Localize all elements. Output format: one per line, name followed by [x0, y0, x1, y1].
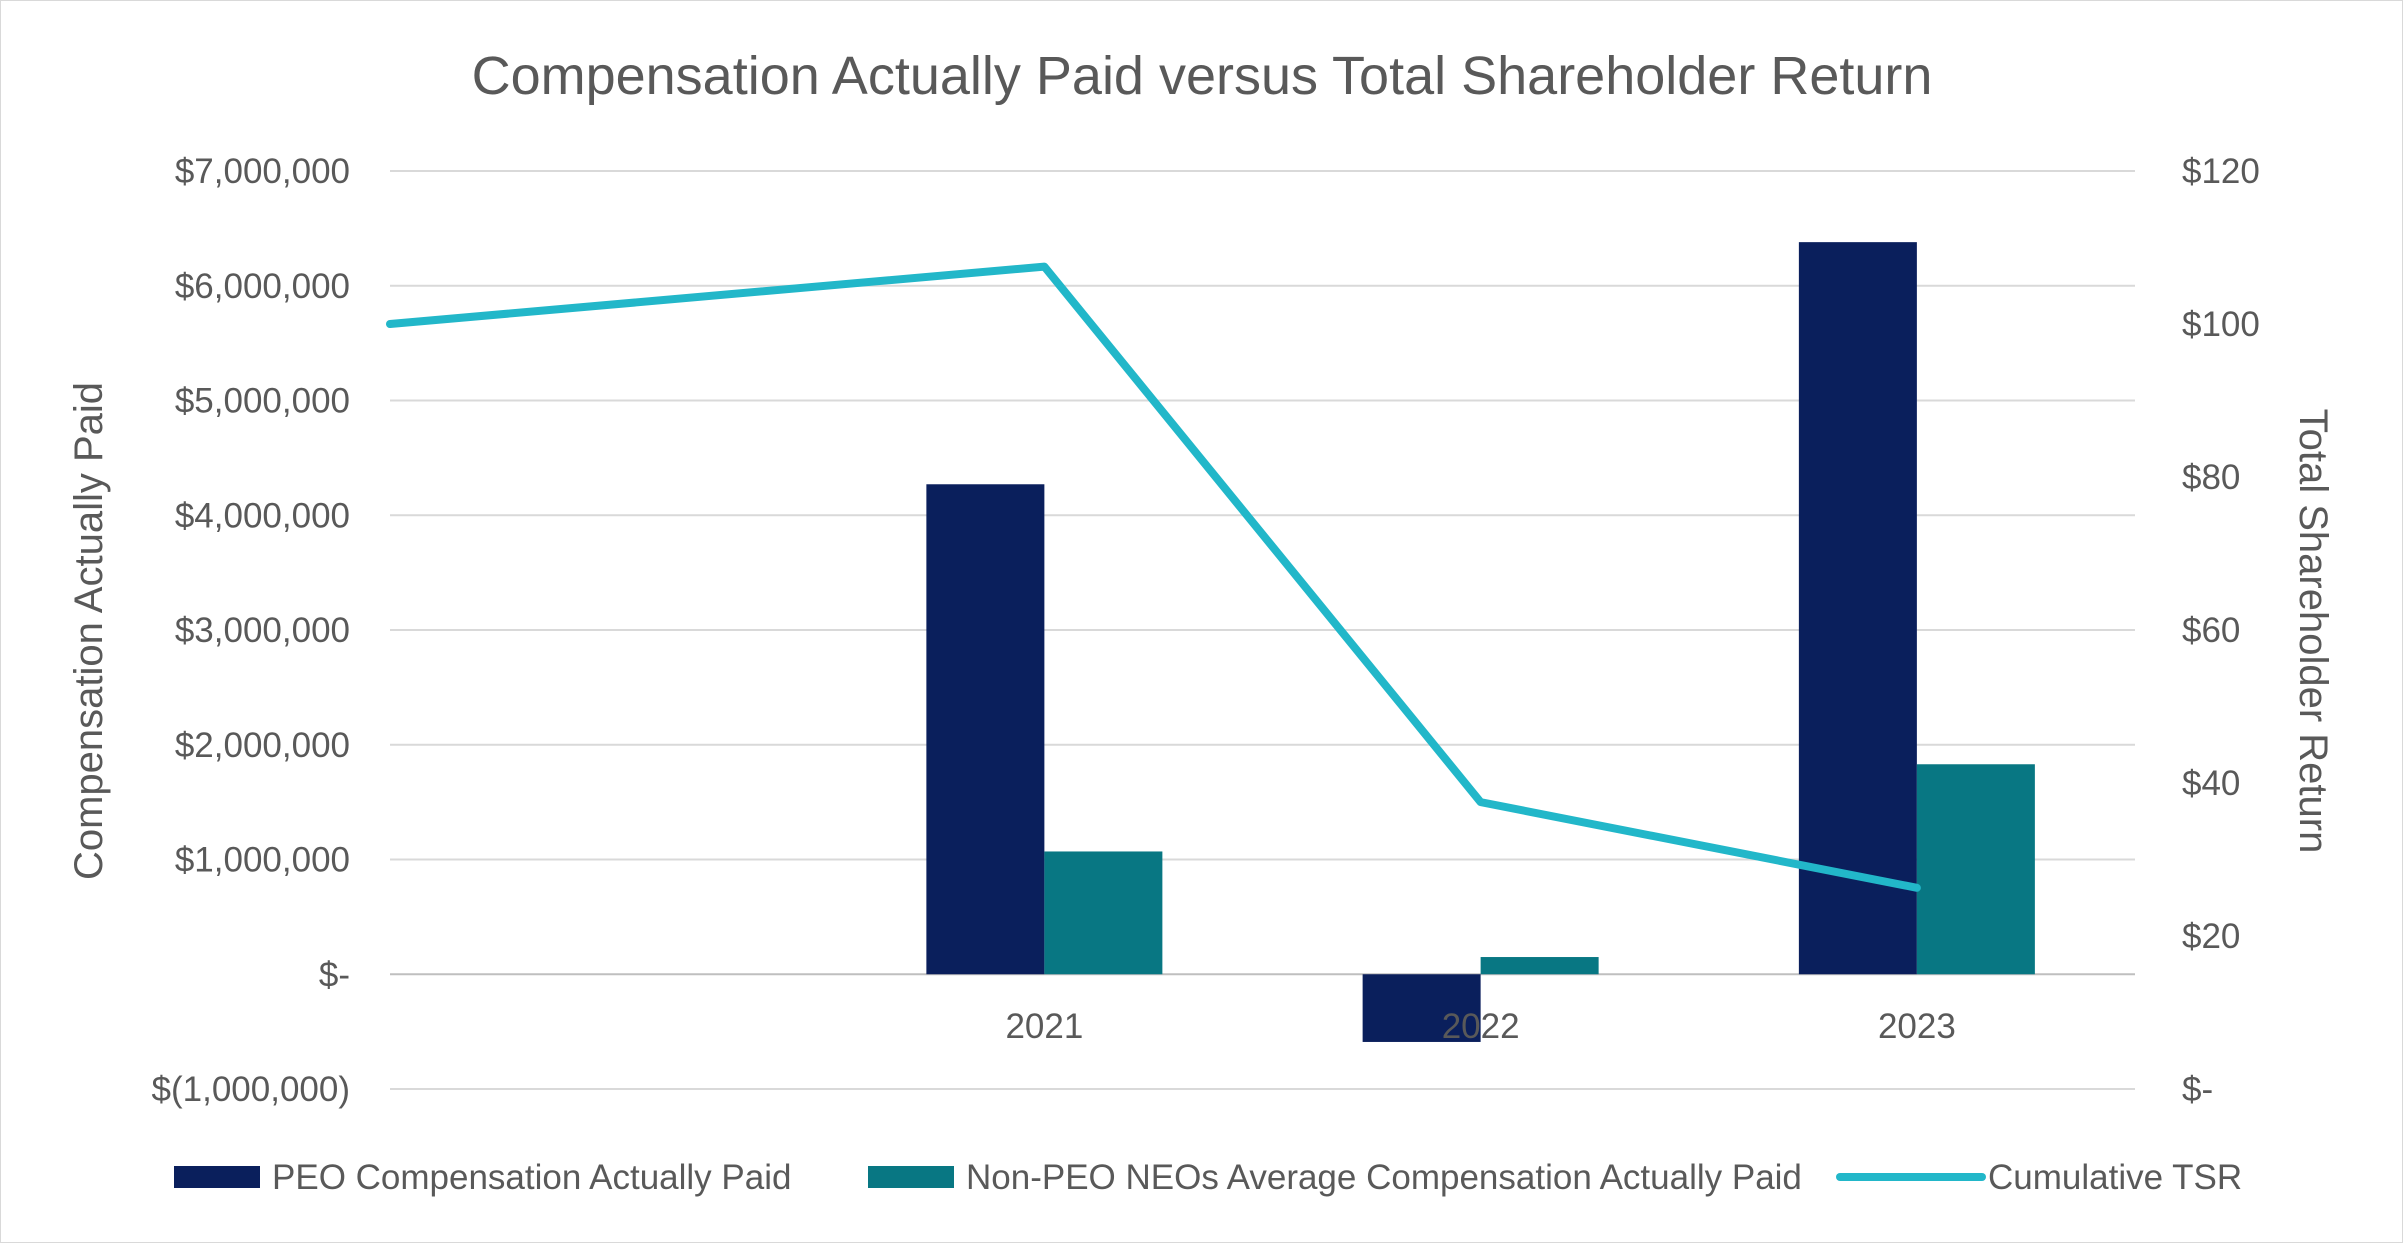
- left-tick-label: $4,000,000: [175, 496, 350, 535]
- left-tick-label: $(1,000,000): [152, 1070, 350, 1109]
- legend-swatch: [174, 1166, 260, 1188]
- bar-peo: [926, 484, 1045, 975]
- bar-peo: [1798, 242, 1917, 975]
- bar-peo: [1362, 974, 1481, 1042]
- legend-swatch: [868, 1166, 954, 1188]
- legend: PEO Compensation Actually Paid Non-PEO NE…: [174, 1158, 2242, 1197]
- left-axis-title: Compensation Actually Paid: [67, 382, 111, 880]
- left-tick-label: $-: [319, 955, 350, 994]
- bar-non-peo: [1916, 764, 2035, 975]
- legend-item: PEO Compensation Actually Paid: [174, 1158, 791, 1197]
- category-tick-label: 2021: [1005, 1007, 1083, 1046]
- chart-title: Compensation Actually Paid versus Total …: [472, 46, 1933, 106]
- right-tick-label: $20: [2182, 917, 2240, 956]
- left-tick-label: $3,000,000: [175, 611, 350, 650]
- category-tick-label: 2022: [1442, 1007, 1520, 1046]
- left-tick-label: $7,000,000: [175, 152, 350, 191]
- left-tick-label: $5,000,000: [175, 382, 350, 421]
- right-axis-ticks: $120 $100 $80 $60 $40 $20 $-: [2182, 152, 2260, 1109]
- right-tick-label: $80: [2182, 458, 2240, 497]
- right-tick-label: $60: [2182, 611, 2240, 650]
- legend-item: Cumulative TSR: [1836, 1158, 2242, 1197]
- left-tick-label: $6,000,000: [175, 267, 350, 306]
- legend-label: Cumulative TSR: [1988, 1158, 2242, 1197]
- legend-label: Non-PEO NEOs Average Compensation Actual…: [966, 1158, 1802, 1197]
- left-tick-label: $2,000,000: [175, 726, 350, 765]
- legend-label: PEO Compensation Actually Paid: [272, 1158, 791, 1197]
- right-tick-label: $100: [2182, 305, 2260, 344]
- right-tick-label: $120: [2182, 152, 2260, 191]
- left-axis-ticks: $7,000,000 $6,000,000 $5,000,000 $4,000,000…: [152, 152, 350, 1109]
- bars: [926, 242, 2035, 1042]
- bar-non-peo: [1480, 957, 1599, 975]
- right-tick-label: $-: [2182, 1070, 2213, 1109]
- right-tick-label: $40: [2182, 764, 2240, 803]
- bar-non-peo: [1044, 851, 1163, 975]
- right-axis-title: Total Shareholder Return: [2291, 409, 2335, 854]
- category-axis-ticks: 2021 2022 2023: [1005, 1007, 1955, 1046]
- left-tick-label: $1,000,000: [175, 841, 350, 880]
- tsr-line-path: [386, 262, 1921, 892]
- category-tick-label: 2023: [1878, 1007, 1956, 1046]
- tsr-line: [386, 262, 1921, 892]
- legend-item: Non-PEO NEOs Average Compensation Actual…: [868, 1158, 1802, 1197]
